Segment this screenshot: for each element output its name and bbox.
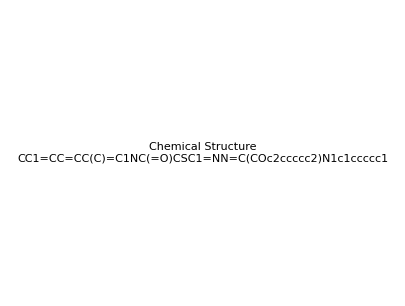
Text: Chemical Structure
CC1=CC=CC(C)=C1NC(=O)CSC1=NN=C(COc2ccccc2)N1c1ccccc1: Chemical Structure CC1=CC=CC(C)=C1NC(=O)… <box>17 142 388 164</box>
